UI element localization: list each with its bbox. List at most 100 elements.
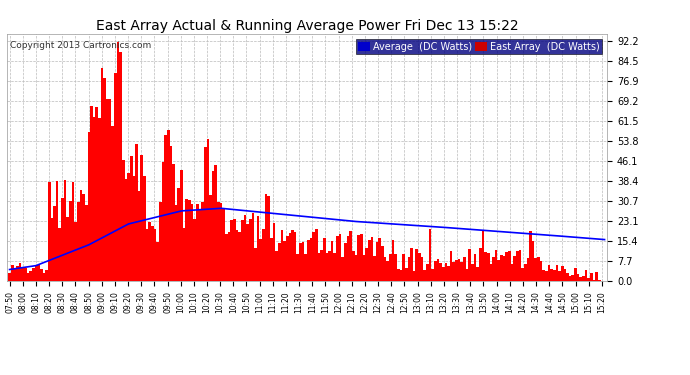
Bar <box>61 198 63 281</box>
Bar <box>117 42 119 281</box>
Bar <box>469 249 471 281</box>
Bar <box>574 267 577 281</box>
Bar <box>265 194 268 281</box>
Bar <box>77 202 79 281</box>
Bar <box>442 267 444 281</box>
Bar <box>21 268 24 281</box>
Bar <box>104 78 106 281</box>
Bar <box>225 234 228 281</box>
Bar <box>421 256 424 281</box>
Bar <box>252 213 254 281</box>
Bar <box>215 165 217 281</box>
Bar <box>19 263 21 281</box>
Bar <box>59 228 61 281</box>
Bar <box>378 238 381 281</box>
Bar <box>122 160 125 281</box>
Bar <box>291 231 294 281</box>
Bar <box>230 220 233 281</box>
Bar <box>212 171 215 281</box>
Bar <box>106 99 109 281</box>
Bar <box>307 240 310 281</box>
Bar <box>537 257 540 281</box>
Bar <box>386 261 389 281</box>
Bar <box>180 170 183 281</box>
Bar <box>127 173 130 281</box>
Bar <box>323 238 326 281</box>
Bar <box>34 266 37 281</box>
Bar <box>487 253 489 281</box>
Bar <box>497 260 500 281</box>
Bar <box>513 256 516 281</box>
Bar <box>241 220 244 281</box>
Bar <box>294 232 297 281</box>
Bar <box>405 268 408 281</box>
Bar <box>93 117 95 281</box>
Bar <box>278 243 281 281</box>
Bar <box>111 126 114 281</box>
Bar <box>82 194 85 281</box>
Bar <box>564 269 566 281</box>
Bar <box>88 132 90 281</box>
Bar <box>535 258 537 281</box>
Bar <box>217 202 220 281</box>
Bar <box>315 229 317 281</box>
Bar <box>489 264 492 281</box>
Bar <box>511 264 513 281</box>
Bar <box>558 271 561 281</box>
Bar <box>384 257 386 281</box>
Bar <box>236 230 238 281</box>
Bar <box>72 182 75 281</box>
Bar <box>98 118 101 281</box>
Bar <box>349 231 352 281</box>
Bar <box>138 191 141 281</box>
Bar <box>8 273 11 281</box>
Bar <box>63 180 66 281</box>
Bar <box>529 231 532 281</box>
Bar <box>455 260 457 281</box>
Bar <box>582 276 584 281</box>
Bar <box>526 258 529 281</box>
Bar <box>566 273 569 281</box>
Bar <box>302 242 304 281</box>
Bar <box>130 156 132 281</box>
Bar <box>233 219 236 281</box>
Bar <box>521 268 524 281</box>
Bar <box>40 270 43 281</box>
Bar <box>270 238 273 281</box>
Bar <box>492 257 495 281</box>
Bar <box>304 254 307 281</box>
Bar <box>460 262 463 281</box>
Bar <box>331 241 333 281</box>
Bar <box>447 266 450 281</box>
Bar <box>580 277 582 281</box>
Bar <box>50 218 53 281</box>
Bar <box>328 251 331 281</box>
Bar <box>148 222 151 281</box>
Bar <box>75 222 77 281</box>
Bar <box>365 248 368 281</box>
Bar <box>362 255 365 281</box>
Bar <box>95 108 98 281</box>
Bar <box>46 270 48 281</box>
Bar <box>151 226 154 281</box>
Bar <box>79 190 82 281</box>
Bar <box>342 257 344 281</box>
Bar <box>16 266 19 281</box>
Bar <box>317 253 320 281</box>
Bar <box>209 195 212 281</box>
Bar <box>186 199 188 281</box>
Bar <box>545 272 548 281</box>
Bar <box>571 274 574 281</box>
Bar <box>175 205 177 281</box>
Bar <box>368 240 371 281</box>
Bar <box>503 256 505 281</box>
Bar <box>450 251 453 281</box>
Bar <box>595 272 598 281</box>
Bar <box>275 251 278 281</box>
Bar <box>299 243 302 281</box>
Bar <box>373 256 376 281</box>
Bar <box>188 200 190 281</box>
Bar <box>228 232 230 281</box>
Legend: Average  (DC Watts), East Array  (DC Watts): Average (DC Watts), East Array (DC Watts… <box>355 39 602 54</box>
Bar <box>519 250 521 281</box>
